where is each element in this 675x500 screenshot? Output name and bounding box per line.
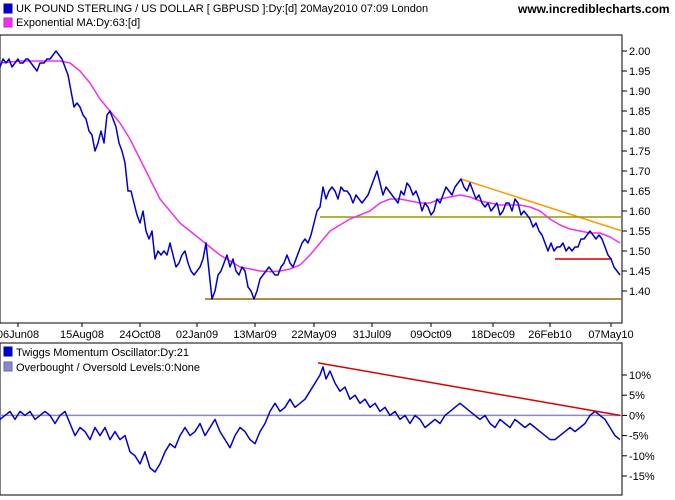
price-y-tick-label: 1.75	[629, 146, 650, 158]
oscillator-plot	[0, 362, 622, 473]
osc-legend-swatch	[3, 346, 13, 357]
price-y-tick-label: 1.65	[629, 186, 650, 198]
price-x-tick-label: 09Oct09	[410, 329, 452, 341]
site-url[interactable]: www.incrediblecharts.com	[517, 2, 670, 16]
price-x-tick-label: 24Oct08	[119, 329, 161, 341]
price-y-tick-label: 2.00	[629, 46, 650, 58]
osc-y-tick-label: -10%	[629, 451, 655, 463]
oscillator-y-axis: 10% 5% 0% -5% -10% -15%	[622, 370, 655, 483]
price-plot	[0, 50, 623, 300]
ema-legend-swatch	[3, 17, 13, 28]
osc-trendline	[317, 362, 621, 417]
price-x-tick-label: 06Jun08	[0, 329, 39, 341]
price-line	[0, 50, 621, 300]
title-legend-swatch	[3, 3, 13, 14]
ema-line	[0, 60, 621, 273]
price-x-tick-label: 22May09	[291, 329, 336, 341]
price-y-tick-label: 1.50	[629, 246, 650, 258]
price-x-tick-label: 18Dec09	[471, 329, 515, 341]
price-y-tick-label: 1.60	[629, 206, 650, 218]
price-y-tick-label: 1.80	[629, 126, 650, 138]
price-x-tick-label: 02Jan09	[176, 329, 218, 341]
osc-y-tick-label: -5%	[629, 431, 649, 443]
ema-legend-label: Exponential MA:Dy:63:[d]	[16, 17, 140, 29]
price-y-tick-label: 1.70	[629, 166, 650, 178]
price-y-tick-label: 1.85	[629, 106, 650, 118]
price-panel	[0, 34, 623, 324]
price-trendline	[460, 178, 623, 232]
osc-legend-label: Twiggs Momentum Oscillator:Dy:21	[16, 347, 189, 359]
price-y-tick-label: 1.40	[629, 286, 650, 298]
price-x-axis: 06Jun08 15Aug08 24Oct08 02Jan09 13Mar09 22May…	[0, 323, 634, 341]
levels-legend-swatch	[3, 361, 13, 372]
price-x-tick-label: 13Mar09	[233, 329, 276, 341]
price-x-tick-label: 15Aug08	[60, 329, 104, 341]
osc-y-tick-label: 0%	[629, 410, 645, 422]
price-y-axis: 2.00 1.95 1.90 1.85 1.80 1.75 1.70 1.65 1.60 1.55…	[622, 46, 650, 298]
price-x-tick-label: 26Feb10	[528, 329, 571, 341]
price-y-tick-label: 1.45	[629, 266, 650, 278]
osc-y-tick-label: 10%	[629, 370, 651, 382]
oscillator-line	[0, 366, 621, 473]
osc-y-tick-label: 5%	[629, 390, 645, 402]
price-y-tick-label: 1.95	[629, 66, 650, 78]
chart-title: UK POUND STERLING / US DOLLAR [ GBPUSD ]…	[16, 3, 428, 15]
price-y-tick-label: 1.55	[629, 226, 650, 238]
oscillator-panel	[0, 342, 623, 496]
price-y-tick-label: 1.90	[629, 86, 650, 98]
price-x-tick-label: 07May10	[588, 329, 633, 341]
levels-legend-label: Overbought / Oversold Levels:0:None	[16, 362, 200, 374]
price-x-tick-label: 31Jul09	[353, 329, 392, 341]
osc-y-tick-label: -15%	[629, 471, 655, 483]
